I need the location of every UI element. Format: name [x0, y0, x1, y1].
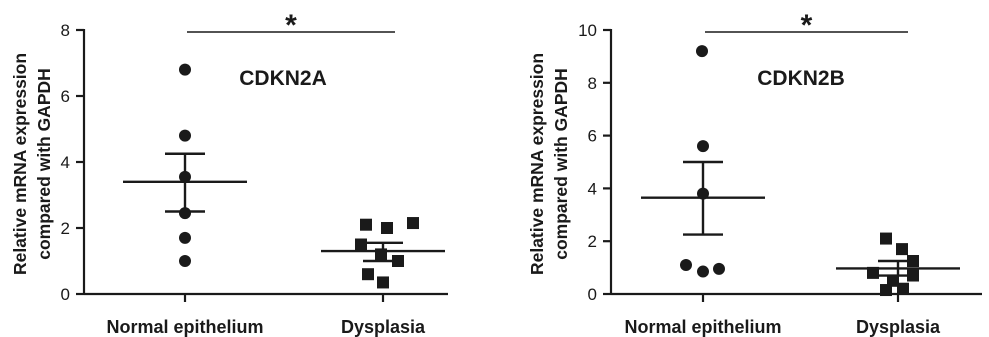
- data-point-circle: [697, 265, 709, 278]
- data-point-square: [355, 238, 367, 251]
- data-point-square: [896, 243, 908, 256]
- y-axis-title-line2: compared with GAPDH: [551, 68, 571, 260]
- y-tick-label: 2: [588, 232, 597, 251]
- chart-panel-cdkn2a: 0 2 4 6 8 Normal epithelium Dysplasia Relative …: [10, 9, 448, 337]
- y-tick-label: 6: [61, 87, 70, 106]
- significance-star: *: [285, 9, 297, 42]
- data-point-square: [407, 217, 419, 230]
- y-tick-label: 8: [61, 21, 70, 40]
- data-point-circle: [696, 45, 708, 58]
- data-point-square: [880, 232, 892, 245]
- chart-title: CDKN2A: [239, 67, 327, 90]
- data-point-square: [392, 255, 404, 267]
- data-point-circle: [697, 140, 709, 153]
- y-axis-title-line2: compared with GAPDH: [34, 68, 54, 260]
- data-point-circle: [179, 170, 191, 183]
- data-point-square: [360, 218, 372, 231]
- chart-cdkn2a: 0 2 4 6 8 Normal epithelium Dysplasia Relative …: [10, 9, 448, 337]
- data-point-square: [887, 274, 899, 287]
- data-point-circle: [680, 258, 692, 271]
- data-point-square: [381, 222, 393, 234]
- x-category-label: Normal epithelium: [106, 317, 263, 337]
- data-point-circle: [179, 231, 191, 244]
- y-tick-label: 0: [61, 285, 70, 304]
- chart-title: CDKN2B: [757, 67, 845, 90]
- data-point-circle: [179, 63, 191, 76]
- data-point-square: [907, 269, 919, 282]
- significance-star: *: [801, 9, 813, 42]
- data-point-square: [377, 276, 389, 289]
- x-category-label: Dysplasia: [856, 317, 941, 337]
- y-axis-title-line1: Relative mRNA expression: [10, 53, 30, 275]
- chart-cdkn2b: 0 2 4 6 8 10 Normal epithelium Dysplasia Relativ…: [527, 9, 982, 337]
- chart-panel-cdkn2b: 0 2 4 6 8 10 Normal epithelium Dysplasia Relativ…: [518, 0, 989, 337]
- y-tick-label: 8: [588, 74, 597, 93]
- y-tick-label: 2: [61, 219, 70, 238]
- data-point-circle: [179, 129, 191, 142]
- x-category-label: Normal epithelium: [624, 317, 781, 337]
- data-point-circle: [179, 255, 191, 267]
- data-point-circle: [713, 262, 725, 275]
- data-point-circle: [697, 187, 709, 200]
- data-point-circle: [179, 207, 191, 220]
- y-tick-label: 4: [588, 179, 597, 198]
- data-point-square: [907, 255, 919, 267]
- data-point-square: [897, 282, 909, 295]
- data-point-square: [880, 284, 892, 297]
- y-tick-label: 6: [588, 127, 597, 146]
- y-tick-label: 4: [61, 153, 70, 172]
- data-point-square: [867, 266, 879, 279]
- data-point-square: [362, 268, 374, 281]
- y-tick-label: 10: [578, 21, 597, 40]
- data-point-square: [375, 248, 387, 261]
- y-tick-label: 0: [588, 285, 597, 304]
- x-category-label: Dysplasia: [341, 317, 426, 337]
- y-axis-title-line1: Relative mRNA expression: [527, 53, 547, 275]
